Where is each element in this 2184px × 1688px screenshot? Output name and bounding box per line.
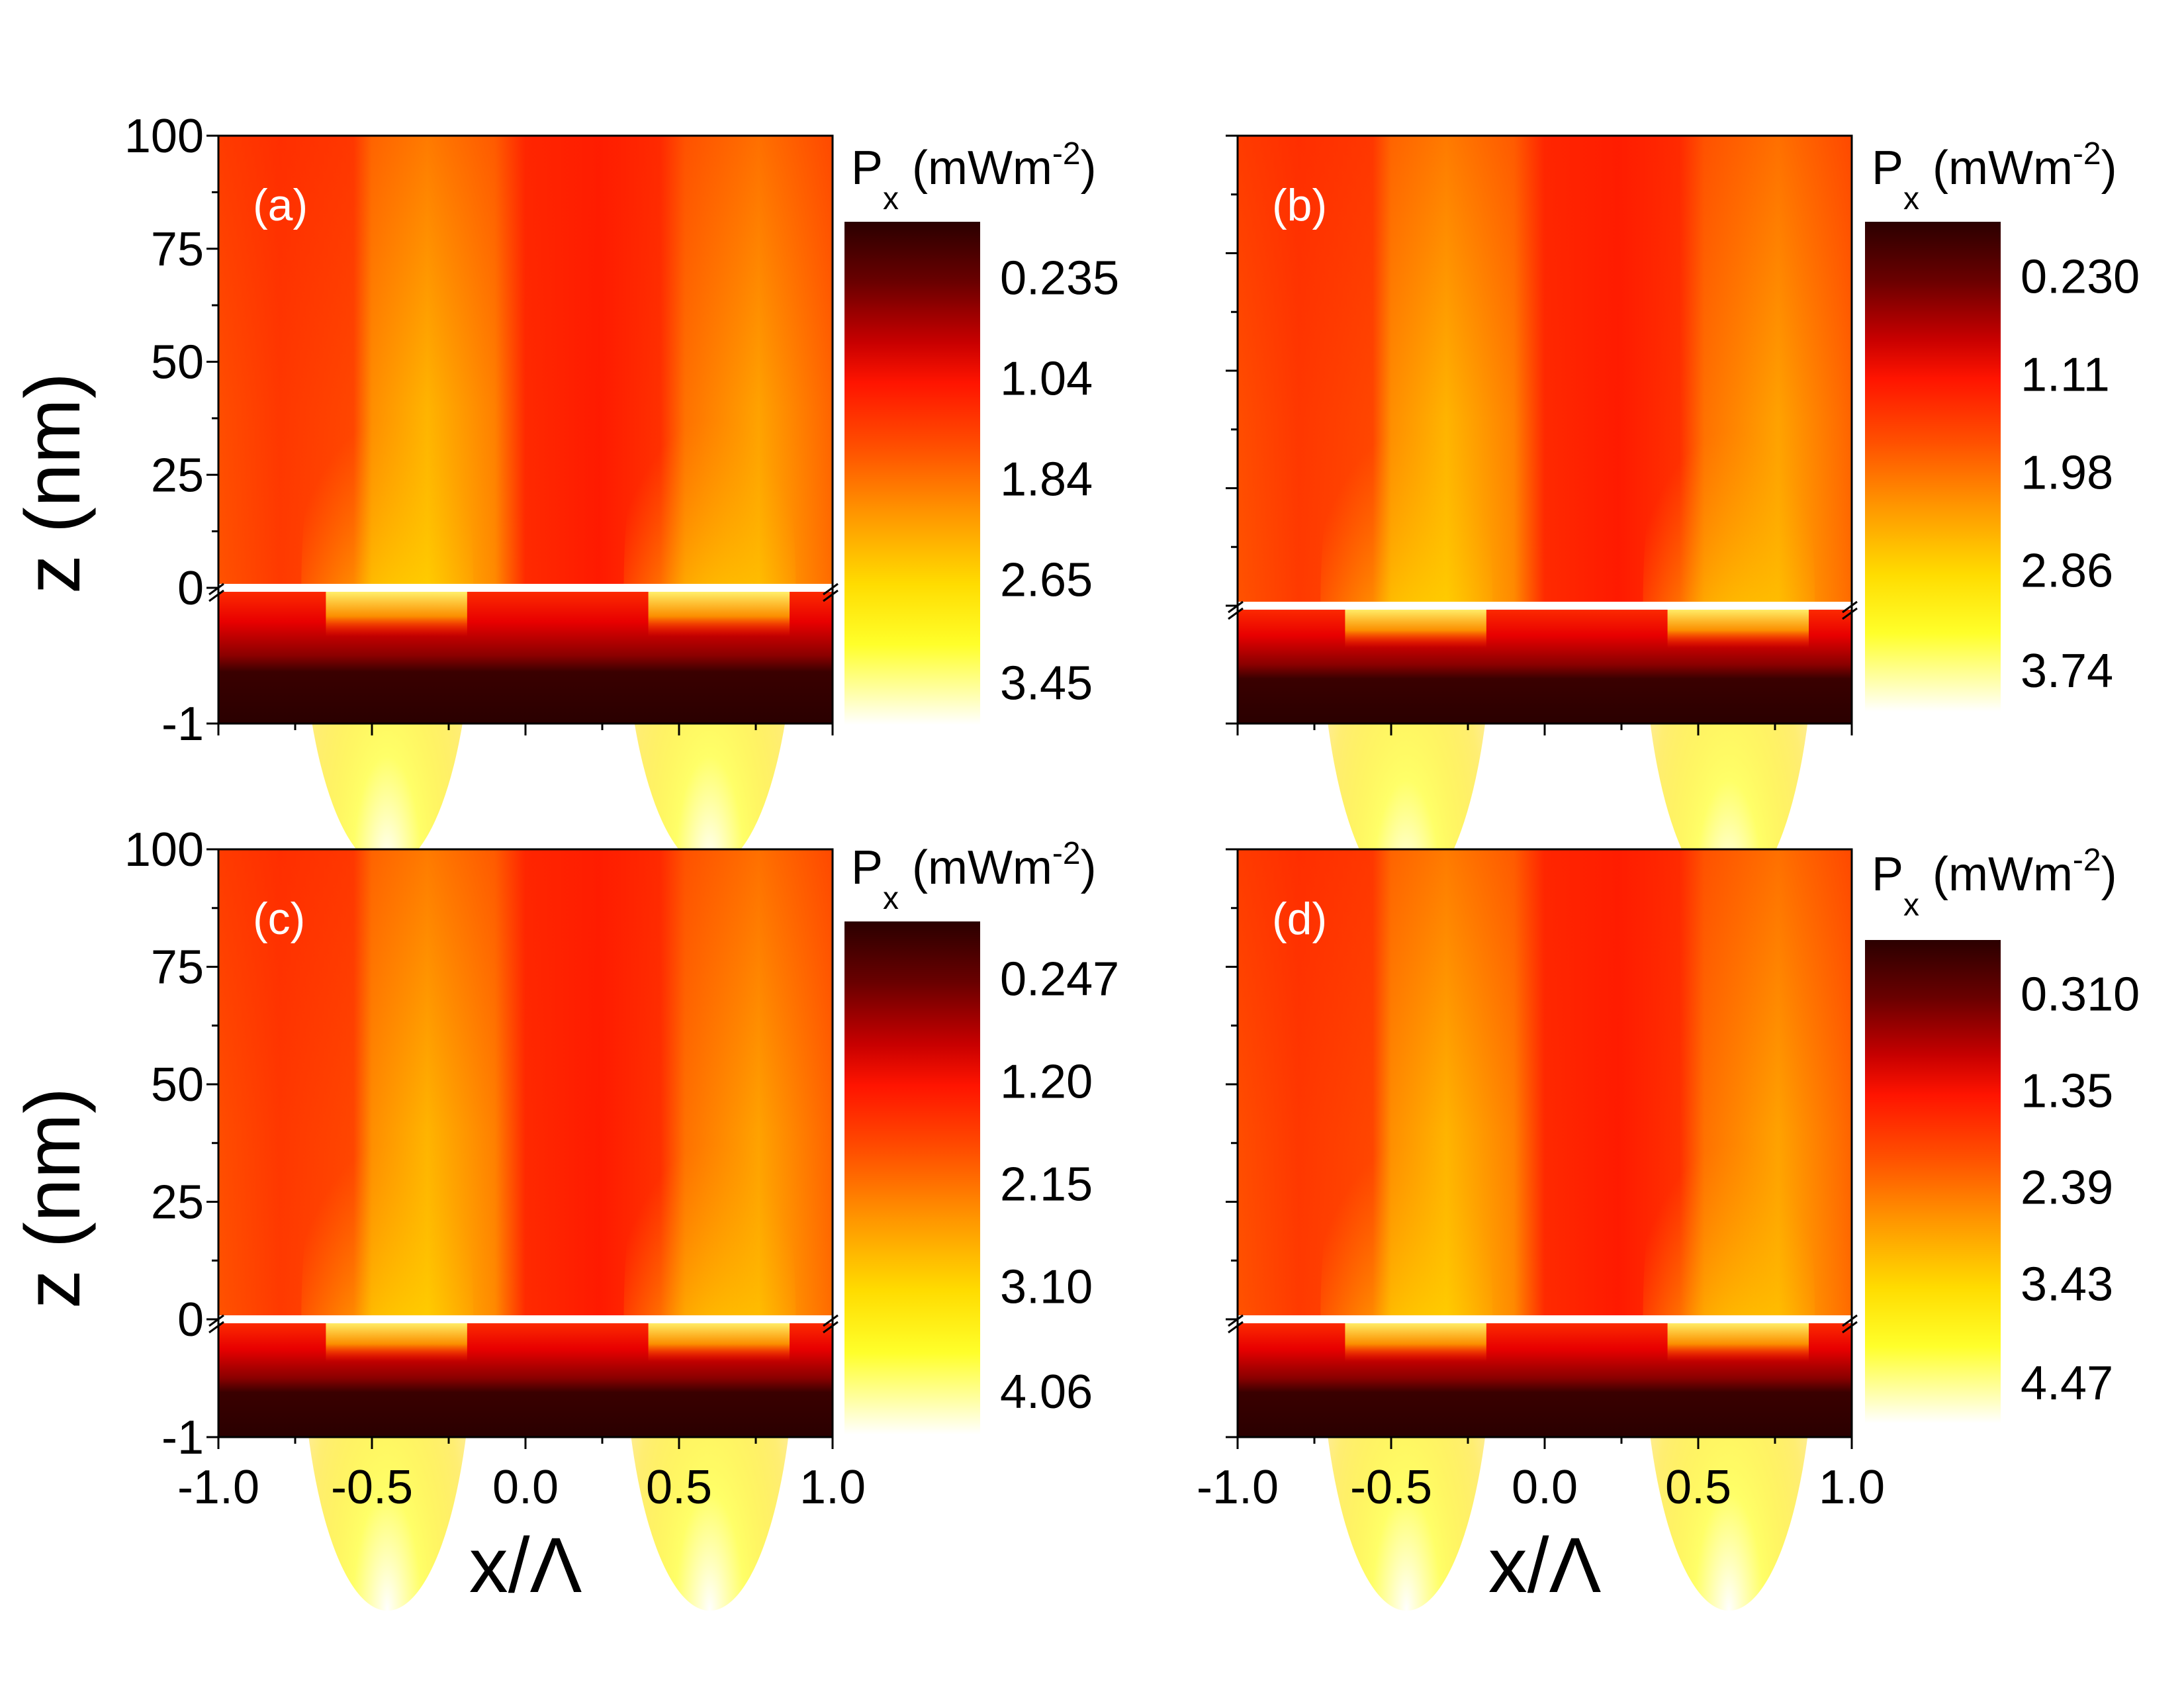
- axis-break-mark-2: [1842, 1314, 1858, 1334]
- x-tick-label: -0.5: [1350, 1461, 1432, 1514]
- y-tick-label: 0: [177, 1293, 204, 1346]
- colorbar-tick-label: 2.65: [1000, 554, 1093, 607]
- colorbar-gradient: [844, 921, 980, 1434]
- colorbar-tick-label: 3.10: [1000, 1260, 1093, 1313]
- colorbar-tick-label: 1.84: [1000, 453, 1093, 506]
- colorbar-gradient: [844, 222, 980, 725]
- x-tick-label: 1.0: [799, 1461, 866, 1514]
- y-axis-title: z (nm): [9, 373, 97, 594]
- y-tick-label: 0: [177, 562, 204, 615]
- x-tick-label: -1.0: [177, 1461, 259, 1514]
- colorbar-title: Px (mWm-2): [851, 836, 1097, 916]
- colorbar-tick-label: 4.06: [1000, 1366, 1093, 1419]
- x-tick-label: 0.0: [1512, 1461, 1578, 1514]
- x-tick-label: 0.5: [1665, 1461, 1731, 1514]
- y-tick-label: 100: [124, 110, 204, 163]
- hotspot-lower-2: [648, 588, 790, 669]
- hotspot-lower-2: [1667, 606, 1809, 677]
- heatmap-panel-1: 0 25 50 75 100 -1 (a) 0.235 1.04 1.84 2.65 3.45 Px (…: [124, 110, 1119, 868]
- hotspot-lower-1: [1345, 1319, 1486, 1390]
- heatmap-panel-2: (b) 0.230 1.11 1.98 2.86 3.74 Px (mWm-2): [1226, 134, 2140, 898]
- heatmap-panel-4: -1.0 -0.5 0.0 0.5 1.0 (d) 0.310 1.35 2.39 3.43 4.4…: [1197, 843, 2140, 1611]
- colorbar-tick-label: 0.230: [2021, 250, 2140, 303]
- colorbar-title: Px (mWm-2): [1872, 136, 2117, 216]
- y-tick-label: 75: [151, 941, 204, 994]
- x-tick-label: 0.5: [646, 1461, 712, 1514]
- colorbar-tick-label: 0.310: [2021, 968, 2140, 1021]
- colorbar-tick-label: 3.74: [2021, 645, 2113, 698]
- x-tick-label: 1.0: [1819, 1461, 1885, 1514]
- y-tick-label: 75: [151, 223, 204, 276]
- colorbar: 0.230 1.11 1.98 2.86 3.74 Px (mWm-2): [1865, 136, 2140, 712]
- colorbar-tick-label: 2.15: [1000, 1158, 1093, 1211]
- x-axis-title: x/Λ: [469, 1522, 582, 1609]
- colorbar: 0.247 1.20 2.15 3.10 4.06 Px (mWm-2): [844, 836, 1119, 1434]
- hotspot-lower-2: [1667, 1319, 1809, 1390]
- colorbar-tick-label: 1.04: [1000, 353, 1093, 406]
- axis-break-mark-2: [823, 1314, 839, 1334]
- colorbar-tick-label: 2.86: [2021, 544, 2113, 597]
- colorbar-title: Px (mWm-2): [851, 136, 1097, 216]
- colorbar-tick-label: 0.247: [1000, 953, 1119, 1006]
- y-axis-title: z (nm): [9, 1088, 97, 1309]
- x-axis-title: x/Λ: [1488, 1522, 1602, 1609]
- colorbar-gradient: [1865, 940, 2001, 1423]
- panel-label: (b): [1272, 180, 1327, 230]
- y-tick-label: 25: [151, 1176, 204, 1229]
- y-tick-label: -1: [161, 1411, 204, 1464]
- colorbar-tick-label: 4.47: [2021, 1357, 2113, 1410]
- x-tick-label: -1.0: [1197, 1461, 1279, 1514]
- y-tick-label: 50: [151, 1058, 204, 1111]
- axis-break-mark-2: [823, 583, 839, 602]
- colorbar-tick-label: 1.20: [1000, 1055, 1093, 1108]
- axis-break-mark-1: [1228, 1314, 1244, 1334]
- hotspot-lower-1: [1345, 606, 1486, 677]
- axis-break-mark-1: [208, 583, 224, 602]
- panel-label: (c): [253, 894, 305, 944]
- colorbar-tick-label: 1.11: [2021, 348, 2110, 401]
- y-tick-label: 50: [151, 336, 204, 389]
- panel-label: (a): [253, 180, 308, 230]
- hotspot-lower-1: [326, 1319, 467, 1390]
- y-tick-label: 25: [151, 449, 204, 502]
- colorbar-tick-label: 1.98: [2021, 446, 2113, 499]
- colorbar-tick-label: 3.43: [2021, 1258, 2113, 1311]
- colorbar-tick-label: 1.35: [2021, 1064, 2113, 1117]
- x-tick-label: 0.0: [492, 1461, 559, 1514]
- hotspot-lower-1: [326, 588, 467, 669]
- y-tick-label: 100: [124, 823, 204, 876]
- y-tick-label: -1: [161, 698, 204, 751]
- x-tick-label: -0.5: [331, 1461, 413, 1514]
- colorbar: 0.235 1.04 1.84 2.65 3.45 Px (mWm-2): [844, 136, 1119, 725]
- hotspot-lower-2: [648, 1319, 790, 1390]
- heatmap-panel-3: 0 25 50 75 100 -1-1.0 -0.5 0.0 0.5 1.0 (c) 0.247 1.2…: [124, 823, 1119, 1611]
- colorbar: 0.310 1.35 2.39 3.43 4.47 Px (mWm-2): [1865, 843, 2140, 1423]
- axis-break-mark-2: [1842, 600, 1858, 620]
- colorbar-tick-label: 2.39: [2021, 1161, 2113, 1214]
- axis-break-mark-1: [1228, 600, 1244, 620]
- colorbar-tick-label: 0.235: [1000, 252, 1119, 305]
- colorbar-tick-label: 3.45: [1000, 657, 1093, 710]
- axis-break-mark-1: [208, 1314, 224, 1334]
- colorbar-gradient: [1865, 222, 2001, 712]
- panel-label: (d): [1272, 894, 1327, 944]
- colorbar-title: Px (mWm-2): [1872, 843, 2117, 923]
